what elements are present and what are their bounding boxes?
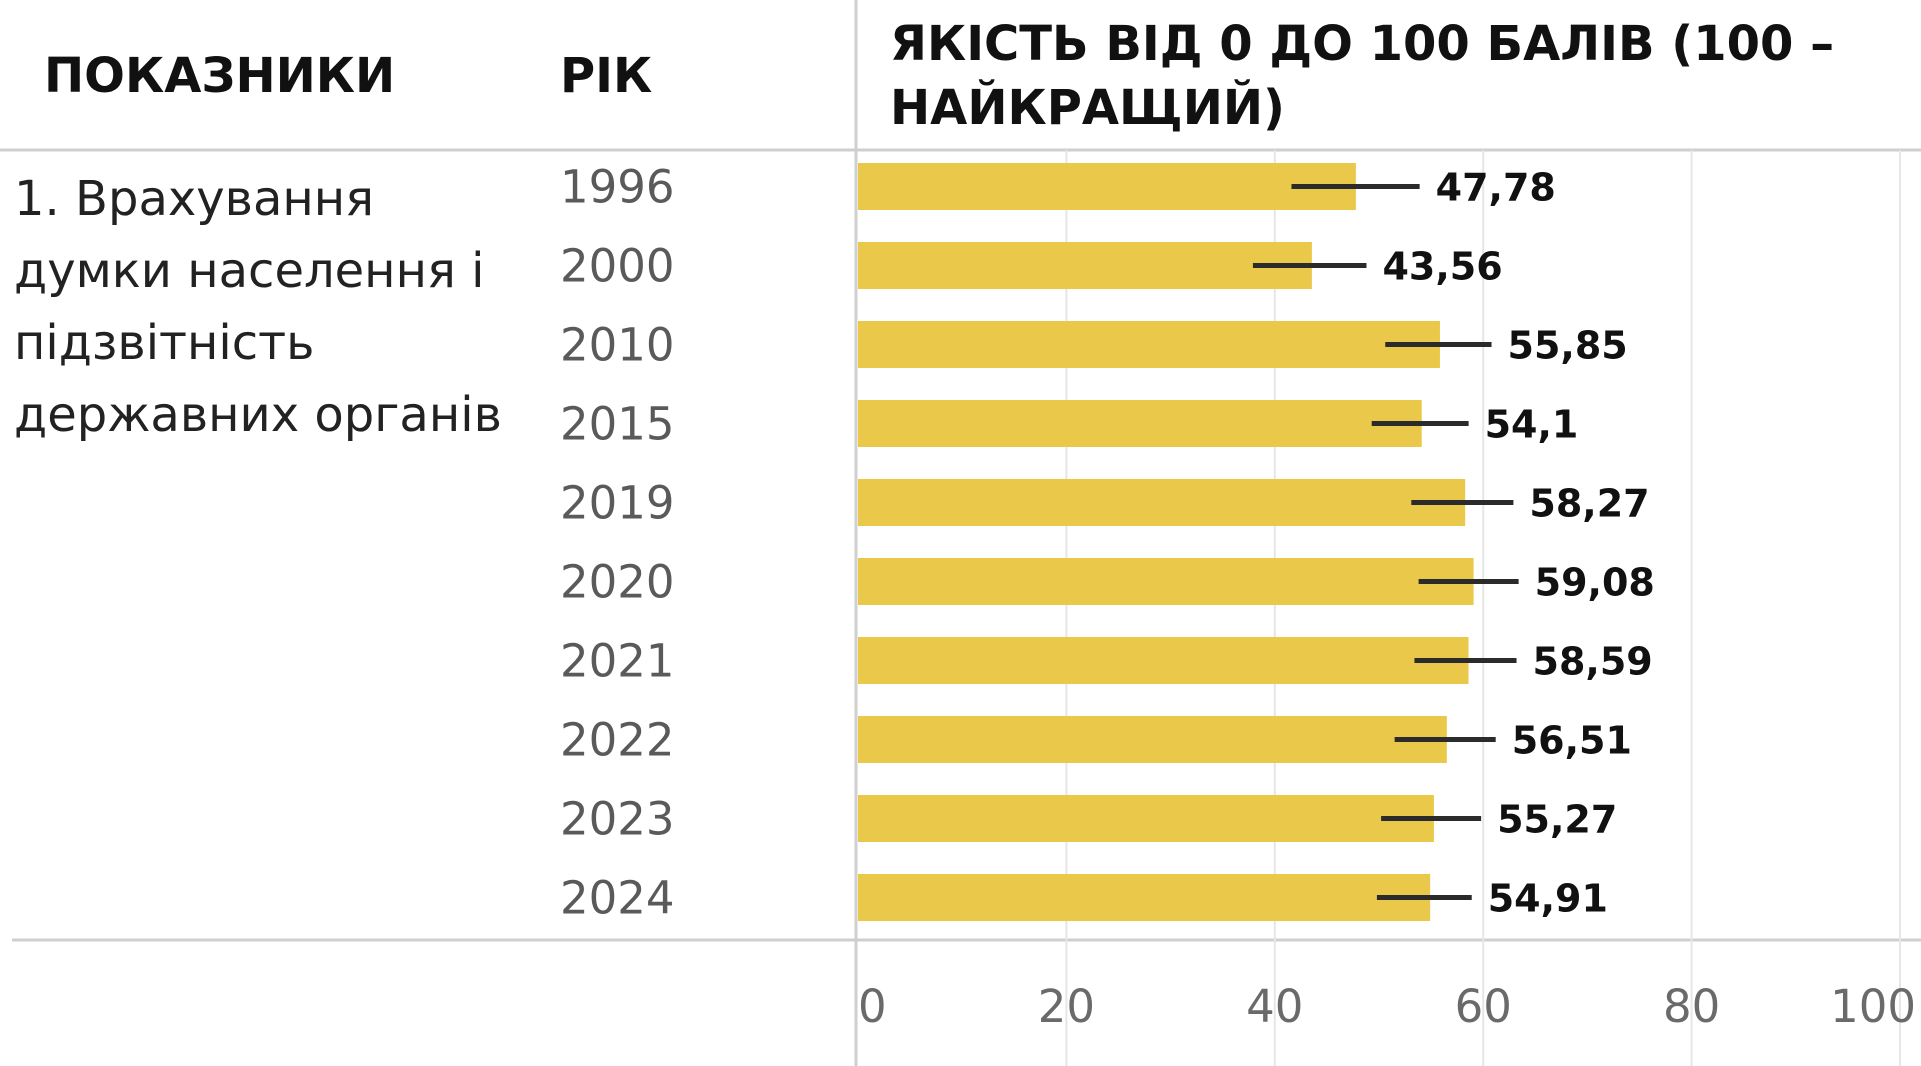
year-label: 2023 xyxy=(560,793,675,846)
x-tick-label: 20 xyxy=(1038,980,1095,1033)
year-label: 2015 xyxy=(560,398,675,451)
year-label: 1996 xyxy=(560,161,675,214)
bar xyxy=(858,242,1312,289)
value-label: 43,56 xyxy=(1382,245,1502,289)
year-label: 2010 xyxy=(560,319,675,372)
value-label: 55,27 xyxy=(1497,798,1617,842)
x-tick-label: 80 xyxy=(1663,980,1720,1033)
x-tick-label: 60 xyxy=(1455,980,1512,1033)
year-label: 2020 xyxy=(560,556,675,609)
bar xyxy=(858,400,1422,447)
value-label: 58,27 xyxy=(1529,482,1649,526)
year-label: 2000 xyxy=(560,240,675,293)
year-label: 2022 xyxy=(560,714,675,767)
year-label: 2024 xyxy=(560,872,675,925)
column-header-year: РІК xyxy=(560,48,653,104)
year-label: 2019 xyxy=(560,477,675,530)
indicator-name: 1. Врахування думки населення і підзвітн… xyxy=(14,171,502,443)
bar xyxy=(858,637,1469,684)
value-label: 54,91 xyxy=(1488,877,1608,921)
value-label: 55,85 xyxy=(1508,324,1628,368)
bar xyxy=(858,795,1434,842)
bar xyxy=(858,558,1474,605)
year-label: 2021 xyxy=(560,635,675,688)
column-header-quality: ЯКІСТЬ ВІД 0 ДО 100 БАЛІВ (100 – НАЙКРАЩ… xyxy=(890,16,1835,136)
value-label: 59,08 xyxy=(1535,561,1655,605)
bar xyxy=(858,716,1447,763)
x-tick-label: 100 xyxy=(1830,980,1916,1033)
bar xyxy=(858,479,1466,526)
column-header-indicator: ПОКАЗНИКИ xyxy=(44,48,396,104)
value-label: 58,59 xyxy=(1533,640,1653,684)
value-label: 56,51 xyxy=(1512,719,1632,763)
value-label: 47,78 xyxy=(1436,166,1556,210)
value-label: 54,1 xyxy=(1485,403,1579,447)
bar xyxy=(858,874,1431,921)
x-tick-label: 0 xyxy=(858,980,887,1033)
bar xyxy=(858,163,1356,210)
x-tick-label: 40 xyxy=(1246,980,1303,1033)
bar xyxy=(858,321,1440,368)
